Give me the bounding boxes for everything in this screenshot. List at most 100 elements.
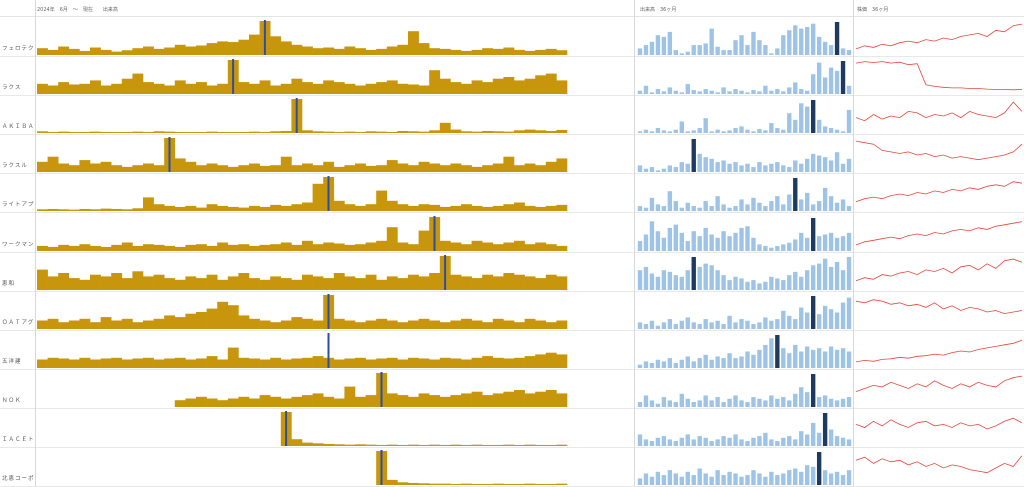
volume-bar xyxy=(100,49,112,55)
volume-bar xyxy=(143,357,154,368)
volume-bar xyxy=(121,318,133,329)
monthly-bar xyxy=(793,160,798,173)
volume-bar xyxy=(121,132,133,134)
volume-bar xyxy=(333,82,345,95)
volume-bar xyxy=(217,83,229,95)
volume-bar xyxy=(365,320,377,329)
monthly-bar xyxy=(643,361,649,368)
price-line-chart xyxy=(855,258,1023,281)
volume-bar xyxy=(249,245,260,251)
volume-bar xyxy=(535,444,547,446)
volume-bar xyxy=(153,48,165,55)
volume-bar xyxy=(238,207,250,212)
volume-bar xyxy=(376,190,388,212)
stock-row[interactable]: 恵和 xyxy=(0,252,1024,292)
volume-bar xyxy=(270,205,282,212)
monthly-bar xyxy=(822,305,828,329)
volume-bar xyxy=(535,320,547,329)
volume-chart xyxy=(37,293,568,329)
volume-bar xyxy=(344,244,356,251)
volume-bar xyxy=(408,357,419,368)
monthly-bar xyxy=(727,130,732,134)
monthly-volume-chart xyxy=(637,178,852,212)
monthly-bar xyxy=(709,206,714,212)
monthly-bar xyxy=(822,234,828,251)
monthly-bar xyxy=(828,308,834,329)
monthly-bar xyxy=(805,159,810,173)
volume-bar xyxy=(471,484,483,486)
volume-bar xyxy=(312,83,324,95)
volume-highlight-marker xyxy=(327,176,330,212)
monthly-bar xyxy=(775,278,780,290)
monthly-bar xyxy=(637,48,643,55)
volume-bar xyxy=(386,444,398,446)
monthly-bar xyxy=(816,62,822,95)
monthly-volume-chart xyxy=(637,256,852,290)
volume-bar xyxy=(408,396,419,407)
volume-bar xyxy=(196,207,207,212)
monthly-bar xyxy=(763,476,768,486)
monthly-bar xyxy=(846,470,852,486)
stock-row[interactable]: ＩＡＣＥト xyxy=(0,408,1024,448)
monthly-bar xyxy=(679,359,684,368)
stock-row[interactable]: ＡＫＩＢＡ xyxy=(0,95,1024,136)
monthly-bar xyxy=(679,121,684,134)
monthly-bar xyxy=(775,196,780,212)
price-line xyxy=(855,375,1023,392)
volume-highlight-marker xyxy=(232,59,235,95)
volume-bar xyxy=(365,444,377,446)
monthly-bar xyxy=(751,237,756,251)
stock-row[interactable]: 北恵コーポ xyxy=(0,447,1024,487)
volume-bar xyxy=(280,156,292,173)
volume-bar xyxy=(68,320,80,329)
monthly-bar xyxy=(661,91,667,95)
monthly-bar xyxy=(679,437,684,446)
monthly-bar xyxy=(840,302,846,329)
monthly-bar xyxy=(781,243,786,251)
price-line-chart xyxy=(855,220,1023,245)
stock-row[interactable]: ＮＯＫ xyxy=(0,369,1024,409)
volume-bar xyxy=(492,444,504,446)
monthly-bar xyxy=(691,401,696,407)
volume-bar xyxy=(291,358,303,368)
volume-bar xyxy=(397,204,409,212)
volume-bar xyxy=(365,242,377,251)
volume-bar xyxy=(450,206,462,212)
stock-row[interactable]: ワークマン xyxy=(0,213,1024,253)
stock-row[interactable]: フェロテク xyxy=(0,17,1024,57)
volume-bar xyxy=(333,318,345,329)
volume-bar xyxy=(545,352,557,368)
monthly-bar xyxy=(715,269,720,290)
volume-bar xyxy=(429,272,441,290)
volume-bar xyxy=(482,165,494,173)
volume-bar xyxy=(249,398,260,407)
monthly-bar xyxy=(757,398,762,407)
volume-bar xyxy=(79,357,91,368)
volume-bar xyxy=(58,131,70,134)
monthly-bar xyxy=(739,318,744,329)
volume-bar xyxy=(47,132,59,134)
monthly-bar xyxy=(637,434,643,446)
volume-bar xyxy=(185,313,197,329)
monthly-bar xyxy=(679,320,684,329)
stock-row[interactable]: ライトアプ xyxy=(0,173,1024,214)
volume-bar xyxy=(386,479,398,486)
monthly-bar xyxy=(840,437,846,446)
monthly-bar xyxy=(751,90,756,95)
volume-bar xyxy=(514,321,525,329)
stock-row[interactable]: ＯＡＴアグ xyxy=(0,291,1024,331)
volume-bar xyxy=(238,272,250,290)
volume-bar xyxy=(386,320,398,329)
monthly-bar xyxy=(793,25,798,55)
stock-row[interactable]: 五洋建 xyxy=(0,330,1024,370)
stock-row[interactable]: ラクス xyxy=(0,56,1024,97)
volume-bar xyxy=(333,201,345,212)
monthly-bar xyxy=(655,359,661,368)
monthly-bar xyxy=(751,279,756,290)
monthly-bar xyxy=(721,323,726,329)
volume-bar xyxy=(471,206,483,212)
stock-row[interactable]: ラクスル xyxy=(0,134,1024,175)
volume-bar xyxy=(132,48,144,55)
volume-bar xyxy=(376,279,388,290)
volume-bar xyxy=(535,242,547,251)
